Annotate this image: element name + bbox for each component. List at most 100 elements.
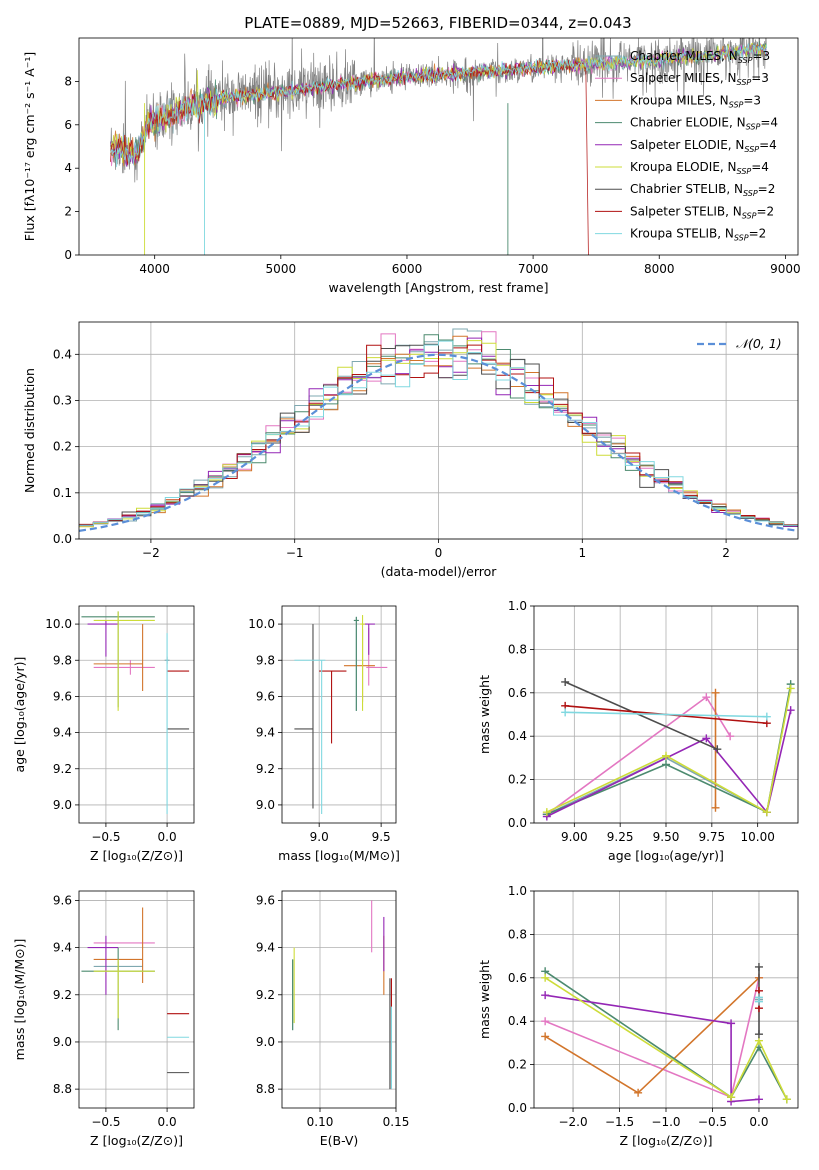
mass-vs-Z-ytick-label-0: 8.8 (53, 1082, 72, 1096)
weight-vs-Z-series-2-marker-0 (541, 1032, 550, 1041)
spectrum-ylabel: Flux [fλ10⁻¹⁷ erg cm⁻² s⁻¹ A⁻¹] (22, 52, 37, 241)
legend-entry-1: Salpeter MILES, NSSP=3 (630, 71, 769, 87)
mass-vs-Z-ytick-label-3: 9.4 (53, 941, 72, 955)
weight-vs-Z-ytick-label-0: 0.0 (508, 1101, 527, 1115)
mass-vs-Z-ytick-label-1: 9.0 (53, 1035, 72, 1049)
age-vs-mass-ytick-label-3: 9.6 (256, 689, 275, 703)
weight-vs-Z-series-4-marker-0 (541, 991, 550, 1000)
weight-vs-age-xtick-label-2: 9.50 (653, 830, 680, 844)
age-vs-mass-ytick-label-5: 10.0 (248, 617, 275, 631)
weight-vs-Z-axes: −2.0 −1.5 −1.0 −0.5 0.0 0.0 0.2 0.4 0.6 0.8 1.0 Z [… (477, 884, 799, 1148)
age-vs-mass-xtick-label-1: 9.5 (372, 830, 391, 844)
weight-vs-Z-series-1-marker-0 (541, 1017, 550, 1026)
residuals-hist-7 (79, 344, 798, 526)
weight-vs-age-ytick-label-0: 0.0 (508, 816, 527, 830)
spectrum-legend: Chabrier MILES, NSSP=3 Salpeter MILES, NS… (595, 49, 778, 243)
legend-entry-7: Salpeter STELIB, NSSP=2 (630, 204, 774, 220)
spectrum-xtick-label-4: 8000 (644, 262, 675, 276)
weight-vs-age-ytick-label-4: 0.8 (508, 642, 527, 656)
weight-vs-age-ylabel: mass weight (477, 675, 492, 754)
weight-vs-Z-xtick-label-3: −0.5 (698, 1115, 727, 1129)
residuals-hist-3 (79, 334, 798, 527)
spectrum-xtick-label-2: 6000 (392, 262, 423, 276)
age-vs-mass-xlabel: mass [log₁₀(M/M⊙)] (278, 848, 400, 863)
weight-vs-age-marks (542, 677, 795, 821)
spectrum-model-line-8 (110, 43, 767, 168)
weight-vs-Z-series-6-marker-0 (754, 1030, 763, 1039)
age-vs-Z-xtick-label-1: 0.0 (158, 830, 177, 844)
weight-vs-Z-ytick-label-3: 0.6 (508, 971, 527, 985)
weight-vs-age-series-4 (546, 710, 792, 818)
residuals-frame (78, 321, 799, 540)
weight-vs-age-series-8-marker-1 (762, 712, 771, 721)
weight-vs-age-axes: 9.00 9.25 9.50 9.75 10.00 0.0 0.2 0.4 0.6 0.8 1.0 a… (477, 599, 799, 863)
mass-vs-Z-xtick-label-1: 0.0 (158, 1115, 177, 1129)
legend-entry-6: Chabrier STELIB, NSSP=2 (630, 182, 775, 198)
residuals-ytick-label-2: 0.2 (53, 440, 72, 454)
residuals-ytick-label-3: 0.3 (53, 393, 72, 407)
weight-vs-Z-series-5 (544, 977, 788, 1100)
mass-vs-EBV-ytick-label-3: 9.4 (256, 941, 275, 955)
legend-entry-4: Salpeter ELODIE, NSSP=4 (630, 138, 777, 154)
residuals-xtick-label-2: 0 (435, 546, 443, 560)
weight-vs-Z-series-2 (544, 977, 760, 1094)
weight-vs-age-series-0 (546, 757, 768, 816)
age-vs-Z-ytick-label-5: 10.0 (45, 617, 72, 631)
mass-vs-EBV-ytick-label-0: 8.8 (256, 1082, 275, 1096)
weight-vs-age-series-2-marker-0 (711, 803, 720, 812)
weight-vs-age-series-6-marker-1 (713, 745, 722, 754)
weight-vs-Z-series-5-marker-3 (782, 1095, 791, 1104)
age-vs-Z-marks (81, 611, 190, 814)
weight-vs-Z-series-8-marker-1 (754, 993, 763, 1002)
spectrum-marks (110, 38, 767, 255)
mass-vs-EBV-xtick-label-1: 0.15 (383, 1115, 410, 1129)
weight-vs-age-series-6-marker-0 (561, 677, 570, 686)
weight-vs-Z-series-4-marker-1 (727, 1019, 736, 1028)
spectrum-ytick-label-1: 2 (64, 205, 72, 219)
mass-vs-Z-axes: −0.5 0.0 8.8 9.0 9.2 9.4 9.6 Z [log₁₀(Z/Z⊙)] mas… (12, 890, 195, 1148)
weight-vs-Z-xlabel: Z [log₁₀(Z/Z⊙)] (620, 1133, 713, 1148)
residuals-xtick-label-4: 2 (722, 546, 730, 560)
weight-vs-age-xtick-label-0: 9.00 (561, 830, 588, 844)
age-vs-mass-ytick-label-0: 9.0 (256, 798, 275, 812)
mass-vs-EBV-xlabel: E(B-V) (320, 1133, 359, 1148)
weight-vs-Z-series-4 (545, 994, 760, 1103)
age-vs-mass-ytick-label-2: 9.4 (256, 726, 275, 740)
age-vs-Z-ytick-label-3: 9.6 (53, 689, 72, 703)
weight-vs-Z-ytick-label-4: 0.8 (508, 927, 527, 941)
plots: 4000 5000 6000 7000 8000 9000 0 2 4 6 8 wavelength … (12, 37, 801, 1148)
age-vs-Z-xlabel: Z [log₁₀(Z/Z⊙)] (90, 848, 183, 863)
weight-vs-age-xtick-label-4: 10.00 (740, 830, 774, 844)
residuals-xtick-label-1: −1 (286, 546, 304, 560)
weight-vs-age-xtick-label-3: 9.75 (698, 830, 725, 844)
weight-vs-Z-marks (541, 962, 791, 1106)
spectrum-xlabel: wavelength [Angstrom, rest frame] (328, 280, 548, 295)
age-vs-Z-axes: −0.5 0.0 9.0 9.2 9.4 9.6 9.8 10.0 Z [log₁₀(Z/Z⊙)… (12, 605, 195, 863)
age-vs-mass-frame (281, 605, 397, 824)
residuals-ytick-label-1: 0.1 (53, 486, 72, 500)
residuals-xlabel: (data-model)/error (381, 564, 498, 579)
spectrum-xtick-label-0: 4000 (139, 262, 170, 276)
weight-vs-Z-xtick-label-4: 0.0 (749, 1115, 768, 1129)
figure-title: PLATE=0889, MJD=52663, FIBERID=0344, z=0… (244, 14, 631, 32)
residuals-hist-8 (79, 340, 798, 526)
weight-vs-age-series-4-marker-3 (786, 706, 795, 715)
weight-vs-age-ytick-label-2: 0.4 (508, 729, 527, 743)
weight-vs-Z-series-6-marker-1 (754, 962, 763, 971)
age-vs-mass-axes: 9.0 9.5 9.0 9.2 9.4 9.6 9.8 10.0 mass [log₁₀(M/M… (248, 605, 400, 863)
weight-vs-Z-xtick-label-0: −2.0 (558, 1115, 587, 1129)
residuals-marks (79, 328, 798, 532)
spectrum-xtick-label-5: 9000 (770, 262, 801, 276)
legend-entry-0: Chabrier MILES, NSSP=3 (630, 49, 770, 65)
residuals-xtick-label-0: −2 (142, 546, 160, 560)
weight-vs-age-ytick-label-5: 1.0 (508, 599, 527, 613)
residuals-ytick-label-4: 0.4 (53, 347, 72, 361)
weight-vs-age-ytick-label-1: 0.2 (508, 773, 527, 787)
age-vs-Z-ytick-label-0: 9.0 (53, 798, 72, 812)
weight-vs-age-xtick-label-1: 9.25 (607, 830, 634, 844)
spectrum-axes: 4000 5000 6000 7000 8000 9000 0 2 4 6 8 wavelength … (22, 37, 801, 295)
weight-vs-age-series-5-marker-2 (762, 808, 771, 817)
age-vs-Z-ytick-label-2: 9.4 (53, 726, 72, 740)
mass-vs-EBV-ytick-label-4: 9.6 (256, 893, 275, 907)
